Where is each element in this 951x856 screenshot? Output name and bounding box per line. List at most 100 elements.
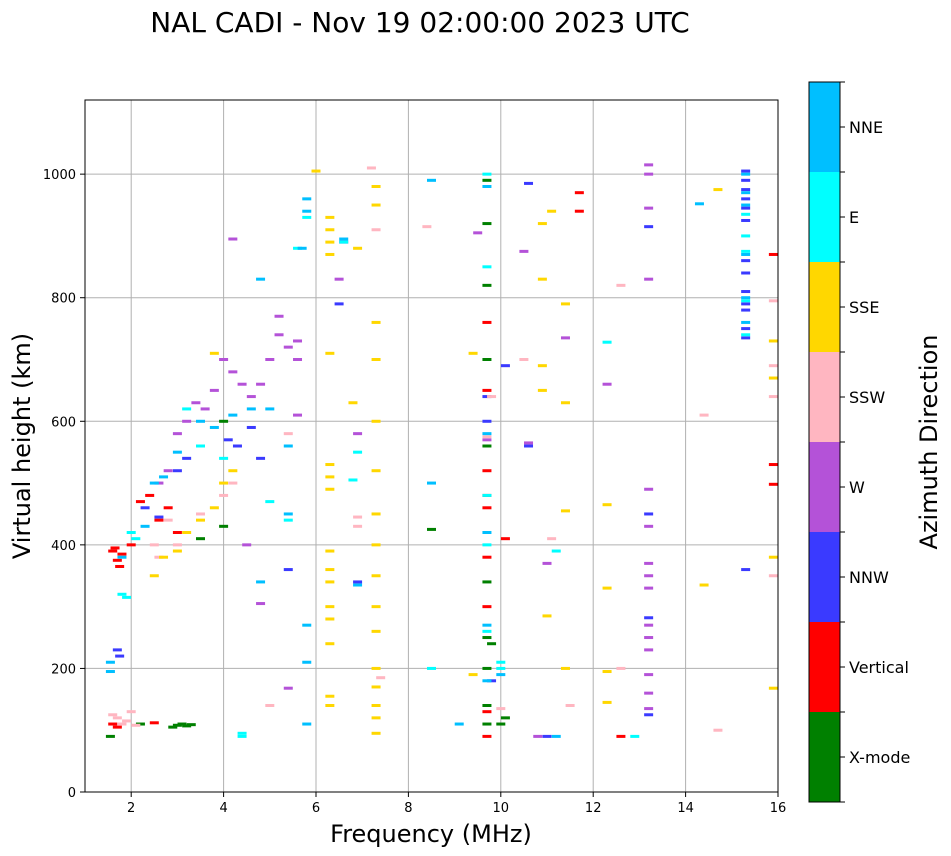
- data-point: [741, 249, 751, 253]
- data-point: [246, 395, 256, 399]
- data-point: [574, 191, 584, 195]
- data-point: [228, 237, 238, 241]
- colorbar-tick-label: SSE: [849, 298, 879, 317]
- data-point: [371, 605, 381, 609]
- data-point: [371, 574, 381, 578]
- data-point: [482, 444, 492, 448]
- data-point: [482, 265, 492, 269]
- data-point: [371, 320, 381, 324]
- chart-title: NAL CADI - Nov 19 02:00:00 2023 UTC: [150, 6, 689, 39]
- data-point: [228, 370, 238, 374]
- y-tick-label: 0: [68, 786, 76, 801]
- plot-background: [85, 100, 778, 792]
- data-point: [741, 259, 751, 263]
- data-point: [542, 614, 552, 618]
- data-point: [644, 225, 654, 229]
- data-point: [537, 222, 547, 226]
- data-point: [741, 191, 751, 195]
- data-point: [644, 561, 654, 565]
- data-marks: [105, 163, 778, 738]
- colorbar-tick-label: E: [849, 208, 859, 227]
- data-point: [154, 555, 164, 559]
- data-point: [131, 723, 141, 727]
- data-point: [163, 506, 173, 510]
- y-tick-label: 600: [51, 415, 76, 430]
- data-point: [172, 450, 182, 454]
- data-point: [500, 364, 510, 368]
- data-point: [163, 469, 173, 473]
- data-point: [366, 166, 376, 170]
- series-ssw: [108, 166, 778, 732]
- data-point: [741, 290, 751, 294]
- data-point: [371, 358, 381, 361]
- data-point: [482, 388, 492, 392]
- data-point: [482, 605, 492, 609]
- data-point: [482, 666, 492, 670]
- data-point: [741, 197, 751, 201]
- data-point: [186, 723, 196, 727]
- data-point: [547, 537, 557, 541]
- colorbar-tick-label: SSW: [849, 388, 885, 407]
- data-point: [741, 212, 751, 216]
- data-point: [468, 351, 478, 355]
- data-point: [602, 503, 612, 507]
- data-point: [482, 358, 492, 361]
- data-point: [644, 586, 654, 590]
- data-point: [644, 648, 654, 652]
- data-point: [196, 518, 205, 522]
- data-point: [482, 185, 492, 188]
- data-point: [482, 283, 492, 287]
- data-point: [644, 524, 654, 528]
- x-tick-label: 8: [404, 801, 412, 816]
- data-point: [768, 395, 778, 399]
- data-point: [283, 568, 293, 572]
- data-point: [196, 444, 205, 448]
- data-point: [376, 676, 386, 680]
- data-point: [496, 707, 506, 711]
- data-point: [105, 734, 115, 738]
- data-point: [274, 314, 284, 318]
- data-point: [699, 413, 709, 417]
- colorbar-segment: [809, 442, 840, 532]
- data-point: [219, 481, 229, 485]
- data-point: [283, 444, 293, 448]
- data-point: [482, 679, 492, 683]
- data-point: [172, 531, 182, 534]
- colorbar-tick-label: NNW: [849, 568, 889, 587]
- data-point: [427, 666, 436, 670]
- data-point: [283, 518, 293, 522]
- data-point: [699, 583, 709, 587]
- data-point: [741, 308, 751, 312]
- data-point: [117, 722, 127, 726]
- colorbar-segment: [809, 532, 840, 622]
- data-point: [602, 382, 612, 386]
- x-tick-label: 6: [312, 801, 320, 816]
- colorbar-segments: [809, 82, 840, 802]
- data-point: [741, 178, 751, 182]
- data-point: [140, 524, 150, 528]
- data-point: [334, 302, 344, 306]
- data-point: [482, 710, 492, 714]
- data-point: [145, 493, 155, 497]
- data-point: [741, 296, 751, 300]
- data-point: [283, 345, 293, 349]
- data-point: [237, 734, 247, 738]
- colorbar-segment: [809, 172, 840, 262]
- data-point: [302, 215, 312, 219]
- data-point: [560, 509, 570, 513]
- colorbar-tick-label: Vertical: [849, 658, 909, 677]
- data-point: [741, 568, 751, 572]
- data-point: [353, 450, 363, 454]
- data-point: [154, 481, 164, 485]
- data-point: [565, 704, 575, 707]
- data-point: [196, 512, 205, 516]
- data-point: [602, 670, 612, 674]
- data-point: [371, 228, 381, 232]
- data-point: [560, 666, 570, 670]
- data-point: [630, 734, 640, 738]
- data-point: [741, 271, 751, 275]
- data-point: [115, 654, 125, 658]
- data-point: [371, 543, 381, 547]
- x-axis-ticks: 2 4 6 8 10 12 14 16: [127, 792, 786, 816]
- series-x-mode: [105, 178, 510, 738]
